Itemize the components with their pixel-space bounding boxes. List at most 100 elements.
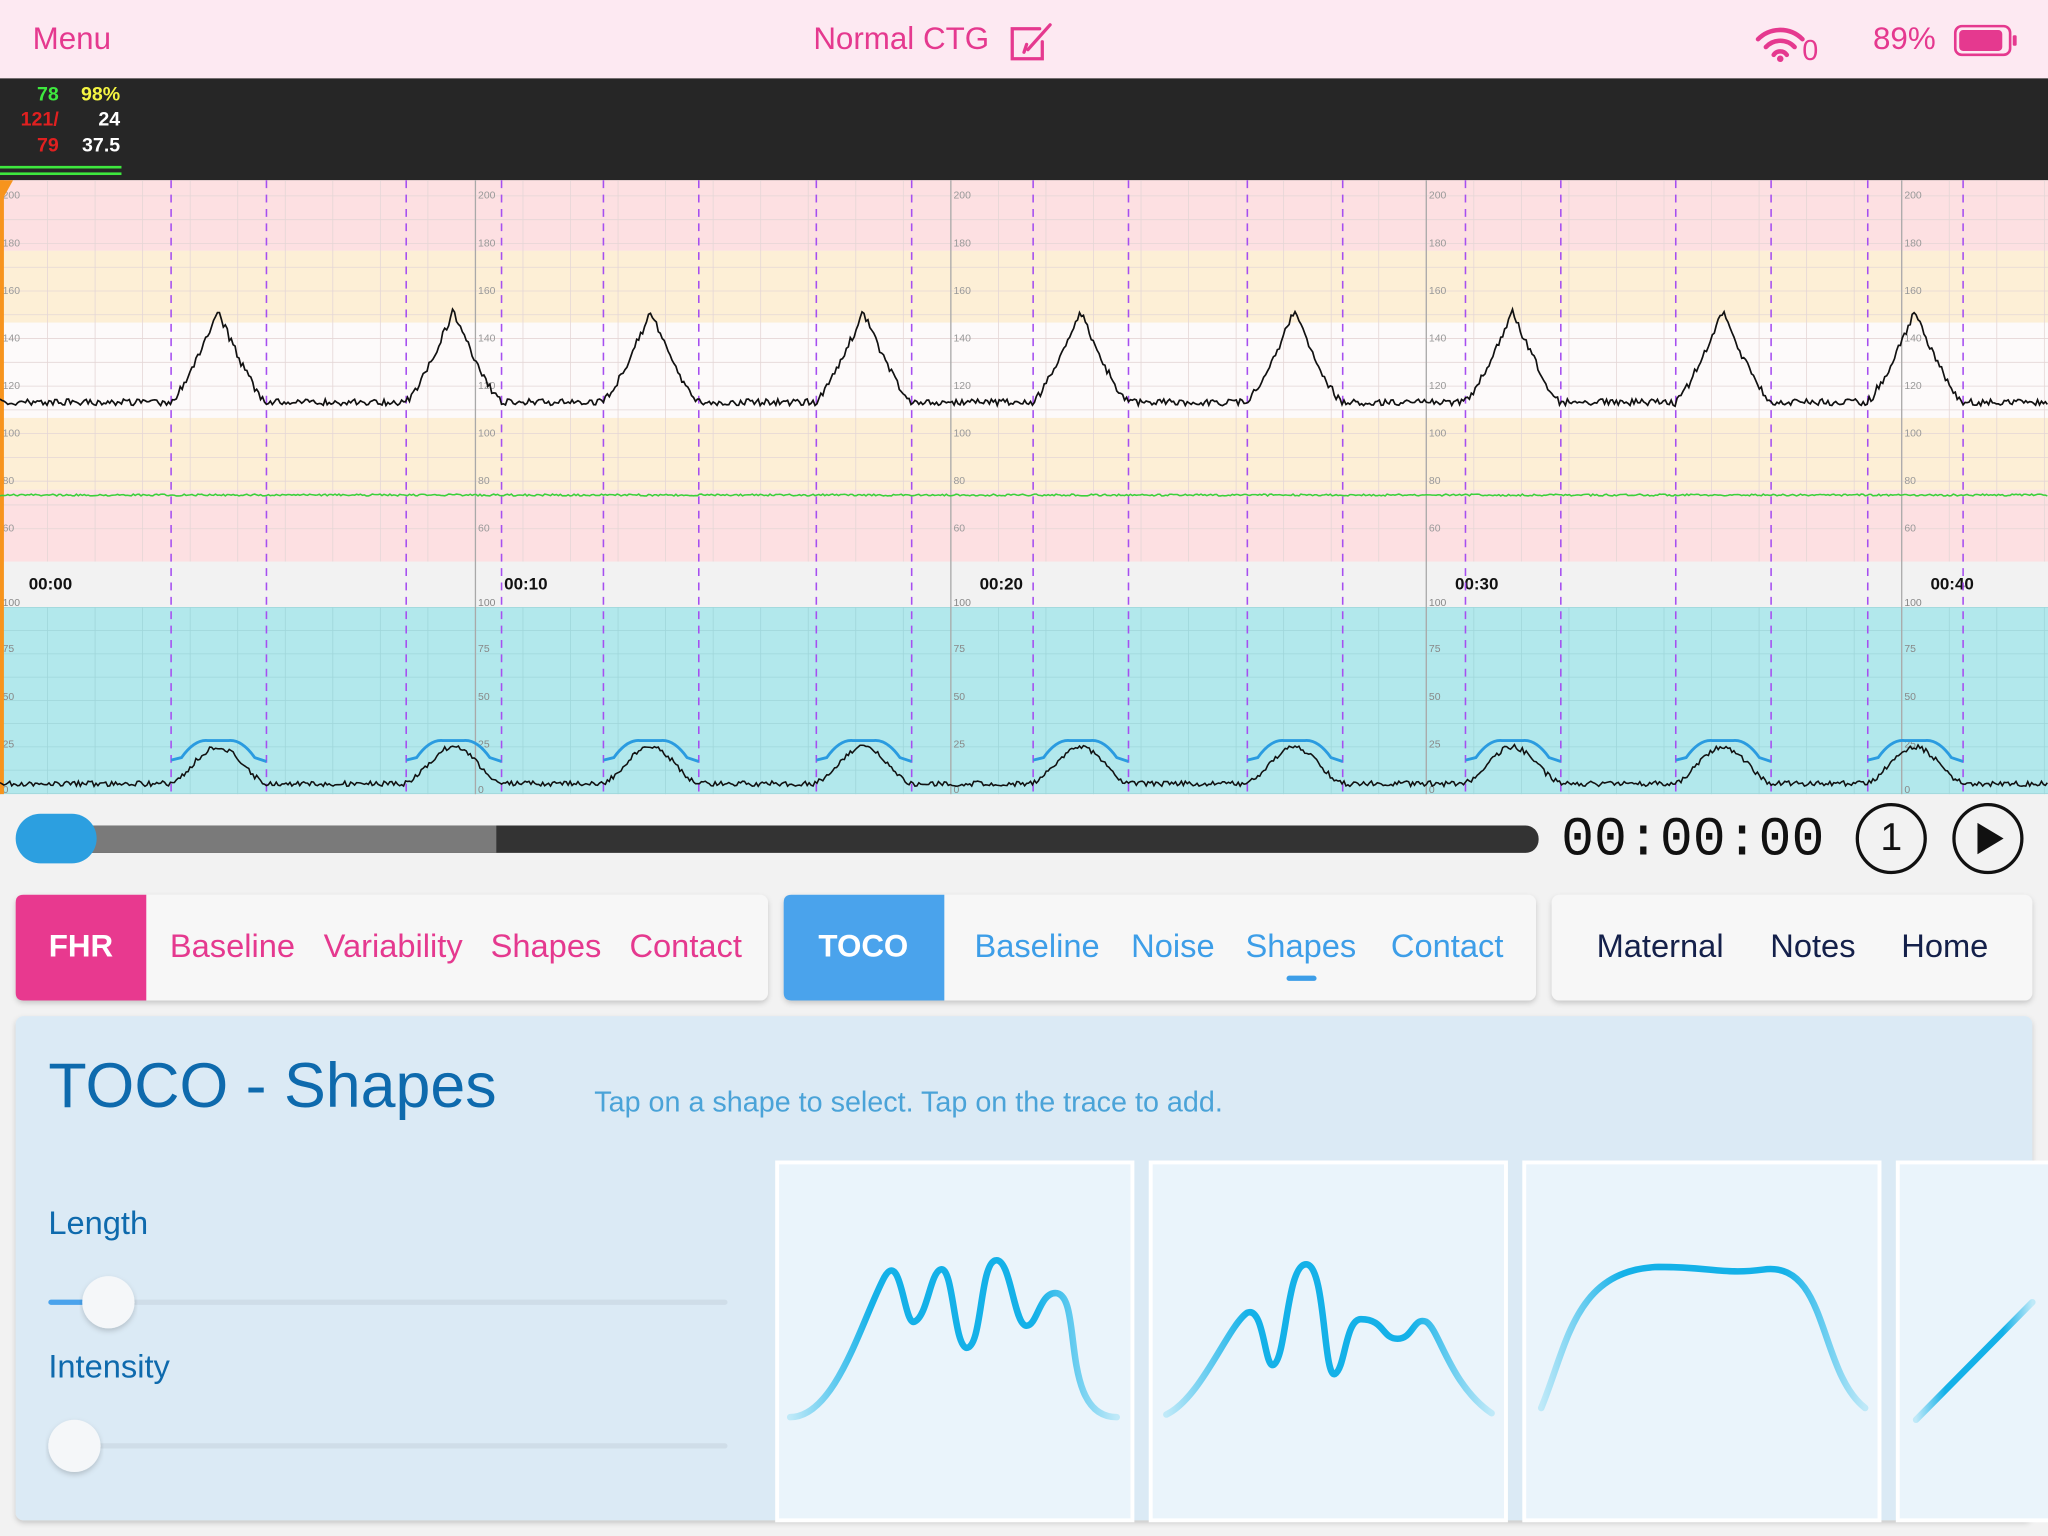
time-label: 00:30 (1455, 575, 1498, 594)
toco-tab-item[interactable]: Baseline (974, 927, 1099, 964)
slider-knob[interactable] (48, 1419, 101, 1472)
slider-label: Intensity (48, 1347, 170, 1384)
fhr-axis-label: 180 (953, 238, 971, 249)
fhr-axis-label: 200 (953, 191, 971, 202)
slider-label: Length (48, 1204, 148, 1241)
toco-shape[interactable] (1675, 739, 1772, 763)
fhr-axis-label: 140 (953, 333, 971, 344)
fhr-tab-item[interactable]: Variability (324, 927, 464, 964)
wifi-badge: 0 (1802, 35, 1818, 67)
vital-pulse: 78 (37, 84, 59, 106)
fhr-axis-label: 120 (478, 381, 496, 392)
toco-shape[interactable] (1032, 739, 1129, 763)
fhr-tab-item[interactable]: Baseline (170, 927, 295, 964)
toco-shape[interactable] (405, 739, 503, 763)
slider-knob[interactable] (82, 1276, 135, 1329)
fhr-tab-item[interactable]: Shapes (491, 927, 602, 964)
toco-tab-label: TOCO (818, 929, 908, 964)
wifi-dot (1776, 55, 1784, 63)
speed-button[interactable] (1855, 802, 1927, 875)
fhr-axis-label: 80 (953, 476, 965, 487)
vitals-band (0, 78, 2048, 181)
toco-axis-label: 50 (478, 692, 490, 703)
tab-group (1551, 894, 2033, 1001)
progress-knob[interactable] (15, 813, 97, 864)
nav-tab-item[interactable]: Notes (1770, 927, 1855, 964)
fhr-axis-label: 160 (1904, 286, 1922, 297)
play-button[interactable] (1952, 802, 2024, 875)
edit-icon[interactable] (1010, 23, 1052, 61)
nav-tab-item[interactable]: Home (1901, 927, 1988, 964)
fhr-axis-label: 140 (3, 333, 21, 344)
fhr-axis-label: 80 (1429, 476, 1441, 487)
fhr-axis-label: 100 (478, 429, 496, 440)
menu-button[interactable]: Menu (33, 21, 111, 56)
fhr-tab-item[interactable]: Contact (629, 927, 742, 964)
vitals-underline (0, 172, 122, 176)
shape-card[interactable] (1522, 1160, 1882, 1523)
shape-curve (1912, 1298, 2036, 1424)
shape-card[interactable] (775, 1160, 1135, 1523)
fhr-trace (0, 306, 2048, 409)
fhr-axis-label: 160 (478, 286, 496, 297)
toco-axis-label: 25 (953, 739, 965, 750)
toco-tab-item[interactable]: Shapes (1246, 927, 1357, 964)
fhr-axis-label: 80 (3, 476, 15, 487)
fhr-tab-button[interactable] (15, 894, 147, 1001)
toco-axis-label: 100 (1429, 598, 1447, 609)
fhr-axis-label: 100 (1429, 429, 1447, 440)
shape-curve (1537, 1263, 1869, 1412)
fhr-zone (0, 417, 2048, 490)
fhr-axis-label: 200 (478, 191, 496, 202)
toco-shape[interactable] (815, 739, 913, 763)
time-label: 00:40 (1930, 575, 1973, 594)
toco-axis-label: 0 (478, 785, 484, 796)
vital-resp: 24 (98, 108, 120, 130)
time-label: 00:00 (29, 575, 72, 594)
fhr-axis-label: 200 (3, 191, 21, 202)
fhr-axis-label: 180 (1429, 238, 1447, 249)
fhr-axis-label: 120 (1904, 381, 1922, 392)
toco-tab-button[interactable] (783, 894, 945, 1001)
slider-track[interactable] (48, 1299, 728, 1305)
toco-axis-label: 50 (3, 692, 15, 703)
toco-axis-label: 75 (1904, 644, 1916, 655)
fhr-axis-label: 120 (1429, 381, 1447, 392)
shape-card[interactable] (1895, 1160, 2048, 1523)
fhr-axis-label: 140 (1429, 333, 1447, 344)
fhr-axis-label: 180 (1904, 238, 1922, 249)
slider-track[interactable] (48, 1443, 728, 1449)
toco-axis-label: 0 (1429, 785, 1435, 796)
battery-tip (2012, 35, 2017, 46)
speed-label: 1 (1880, 816, 1902, 859)
fhr-axis-label: 120 (3, 381, 21, 392)
fhr-axis-label: 180 (478, 238, 496, 249)
toco-shape[interactable] (1465, 739, 1562, 763)
tab-group (15, 894, 769, 1001)
toco-tab-item[interactable]: Noise (1131, 927, 1214, 964)
toco-axis-label: 75 (3, 644, 15, 655)
battery-icon (1953, 24, 2012, 57)
nav-tab-item[interactable]: Maternal (1597, 927, 1724, 964)
toco-shape[interactable] (1867, 739, 1964, 763)
header-bar (0, 0, 2048, 79)
shape-curve (1163, 1261, 1495, 1418)
toco-axis-label: 50 (953, 692, 965, 703)
fhr-axis-label: 140 (478, 333, 496, 344)
fhr-axis-label: 100 (1904, 429, 1922, 440)
toco-axis-label: 100 (1904, 598, 1922, 609)
toco-axis-label: 0 (1904, 785, 1910, 796)
toco-shape[interactable] (1246, 739, 1344, 763)
fhr-axis-label: 160 (3, 286, 21, 297)
document-title: Normal CTG (813, 21, 989, 56)
progress-buffer (52, 825, 497, 853)
vital-temp: 37.5 (82, 134, 120, 156)
toco-shape[interactable] (603, 739, 700, 763)
fhr-tab-label: FHR (49, 929, 113, 964)
toco-tab-item[interactable]: Contact (1391, 927, 1504, 964)
toco-axis-label: 75 (953, 644, 965, 655)
toco-shape[interactable] (170, 739, 267, 763)
fhr-axis-label: 80 (478, 476, 490, 487)
fhr-zone (0, 322, 2048, 418)
time-label: 00:10 (504, 575, 547, 594)
